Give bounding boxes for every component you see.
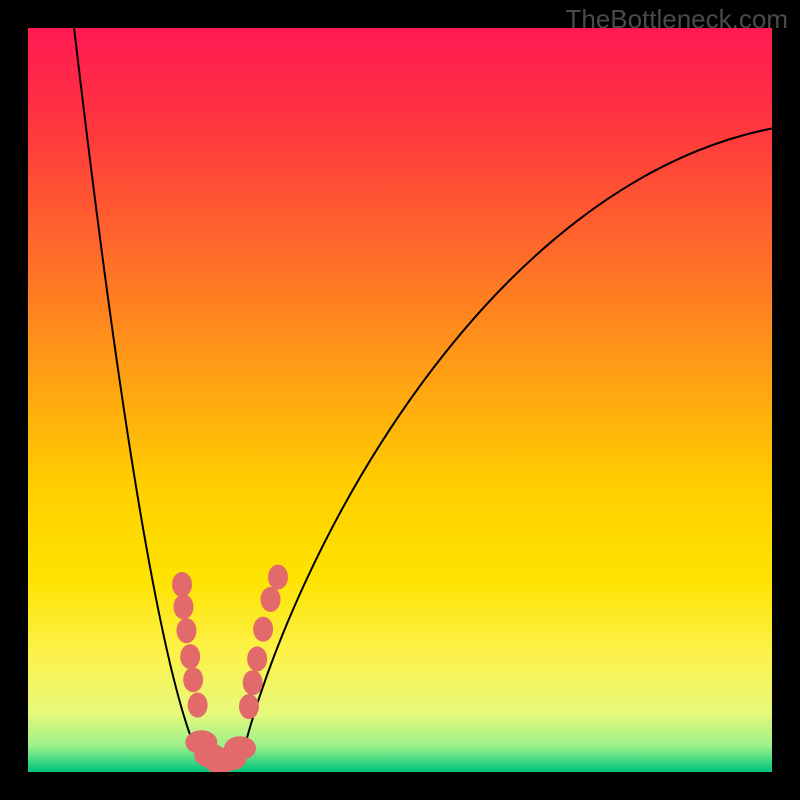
curve-marker <box>188 693 208 718</box>
curve-marker <box>253 617 273 642</box>
curve-marker <box>243 670 263 695</box>
curve-marker <box>176 618 196 643</box>
chart-svg <box>0 0 800 800</box>
curve-marker <box>172 572 192 597</box>
curve-marker <box>239 694 259 719</box>
chart-frame: TheBottleneck.com <box>0 0 800 800</box>
curve-marker <box>180 644 200 669</box>
curve-marker <box>183 667 203 692</box>
curve-marker <box>268 565 288 590</box>
watermark-text: TheBottleneck.com <box>565 4 788 35</box>
curve-marker <box>261 587 281 612</box>
plot-background-gradient <box>28 28 772 772</box>
curve-marker <box>247 646 267 671</box>
curve-marker <box>224 736 256 760</box>
curve-marker <box>173 594 193 619</box>
